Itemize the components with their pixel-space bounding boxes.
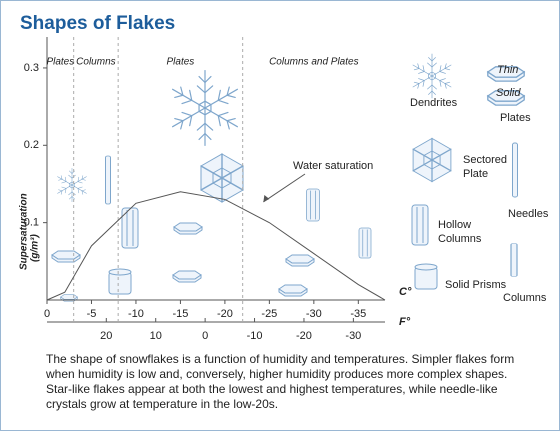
x-tick-label: -5	[87, 308, 97, 320]
x-axis-label: C°	[399, 286, 412, 298]
legend-label: Thin	[497, 64, 518, 76]
x-tick-label: -30	[306, 308, 322, 320]
x-tick-label: -10	[128, 308, 144, 320]
x2-tick-label: 10	[150, 330, 162, 342]
annotation-arrow	[263, 173, 306, 203]
x-tick-label: -15	[172, 308, 188, 320]
x-tick-label: -25	[261, 308, 277, 320]
legend-label: Columns	[438, 233, 482, 245]
saturation-curve	[46, 191, 386, 301]
annotation-arrowhead	[263, 194, 270, 202]
y-tick-label: 0.2	[24, 139, 39, 151]
y-axis-label: Supersaturation	[19, 193, 30, 270]
x2-tick-label: 0	[202, 330, 208, 342]
x-tick-label: -20	[217, 308, 233, 320]
legend-label: Plate	[463, 168, 488, 180]
legend-label: Solid	[496, 87, 521, 99]
curve-annotation: Water saturation	[293, 160, 373, 172]
legend-label: Hollow	[438, 219, 471, 231]
crystal-drawings	[51, 54, 525, 302]
chart-title: Shapes of Flakes	[20, 13, 175, 34]
legend-label: Dendrites	[410, 97, 458, 109]
legend-label: Needles	[508, 208, 549, 220]
x2-tick-label: -30	[345, 330, 361, 342]
region-label: Plates	[167, 57, 195, 68]
x2-tick-label: 20	[100, 330, 112, 342]
y-axis-unit: (g/m³)	[30, 234, 41, 262]
x-tick-label: -35	[350, 308, 366, 320]
caption: The shape of snowflakes is a function of…	[46, 352, 515, 411]
x2-axis-label: F°	[399, 316, 411, 328]
region-label: Plates	[46, 57, 74, 68]
legend-label: Sectored	[463, 154, 507, 166]
region-label: Columns and Plates	[269, 57, 359, 68]
legend-label: Columns	[503, 292, 547, 304]
region-label: Columns	[76, 57, 115, 68]
x2-tick-label: -10	[247, 330, 263, 342]
legend-label: Solid Prisms	[445, 279, 507, 291]
x2-tick-label: -20	[296, 330, 312, 342]
legend-label: Plates	[500, 112, 531, 124]
y-tick-label: 0.1	[24, 217, 39, 229]
x-tick-label: 0	[44, 308, 50, 320]
shape-legend: Dendrites Thin Solid Plates Sectored Pla…	[410, 64, 549, 304]
y-tick-label: 0.3	[24, 62, 39, 74]
